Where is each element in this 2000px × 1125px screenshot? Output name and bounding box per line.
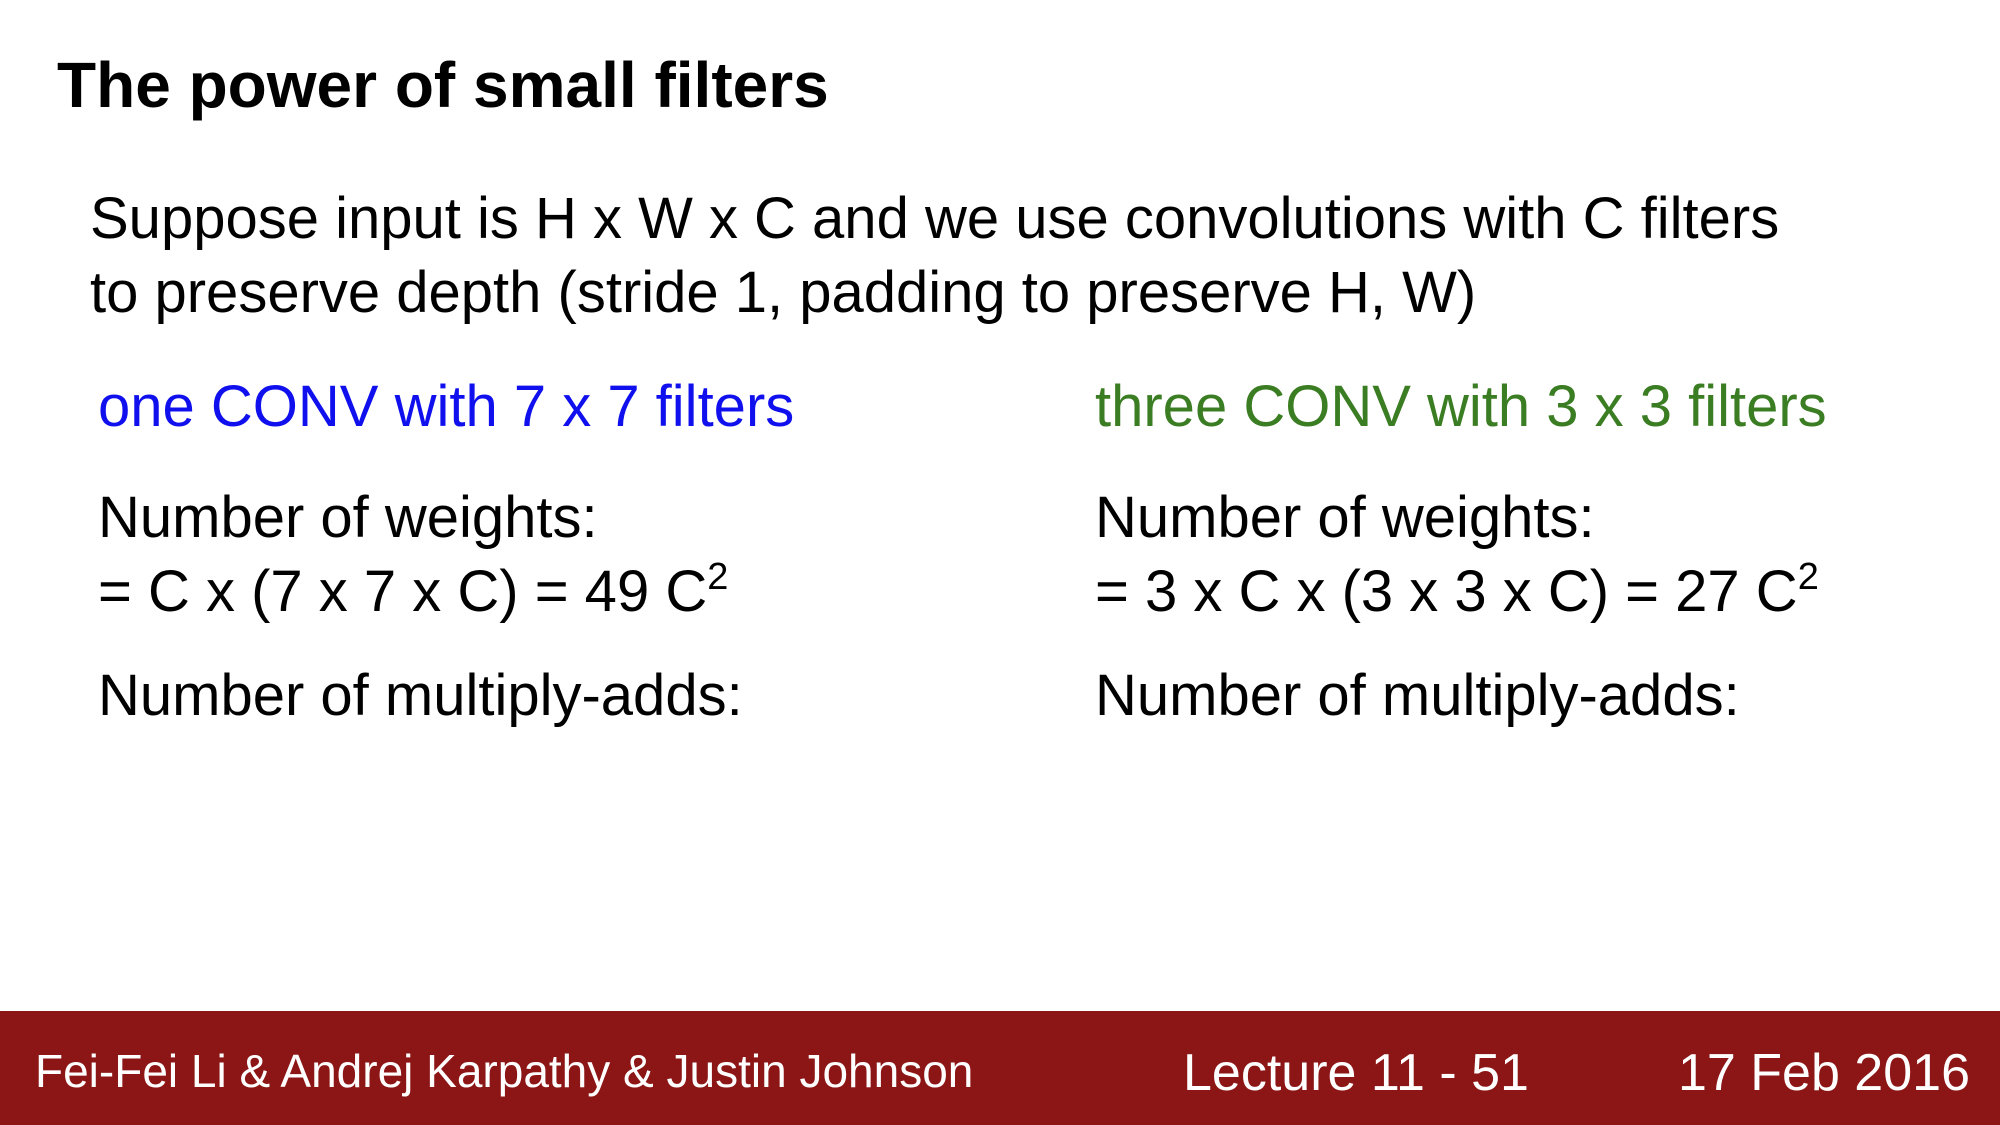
right-weights-exponent: 2 [1797,556,1819,598]
left-weights-formula: = C x (7 x 7 x C) = 49 C2 [98,555,794,629]
intro-line-2: to preserve depth (stride 1, padding to … [90,260,1477,325]
right-weights-formula: = 3 x C x (3 x 3 x C) = 27 C2 [1095,555,1827,629]
footer-date: 17 Feb 2016 [1677,1044,1970,1102]
slide-title: The power of small filters [57,49,829,121]
left-column-heading: one CONV with 7 x 7 filters [98,374,795,439]
right-column: three CONV with 3 x 3 filters Number of … [1095,370,1827,733]
right-weights-label: Number of weights: [1095,485,1595,550]
left-column: one CONV with 7 x 7 filters Number of we… [98,370,794,733]
right-multiply-adds-label: Number of multiply-adds: [1095,663,1740,728]
footer-bar: Fei-Fei Li & Andrej Karpathy & Justin Jo… [0,1011,2000,1125]
left-weights-formula-text: = C x (7 x 7 x C) = 49 C [98,559,708,624]
right-column-heading: three CONV with 3 x 3 filters [1095,374,1827,439]
intro-line-1: Suppose input is H x W x C and we use co… [90,186,1780,251]
left-multiply-adds-label: Number of multiply-adds: [98,663,743,728]
left-weights-label: Number of weights: [98,485,598,550]
footer-authors: Fei-Fei Li & Andrej Karpathy & Justin Jo… [35,1045,974,1097]
footer-lecture-number: Lecture 11 - 51 [1183,1044,1529,1102]
intro-text: Suppose input is H x W x C and we use co… [90,182,1779,330]
right-weights-formula-text: = 3 x C x (3 x 3 x C) = 27 C [1095,559,1798,624]
left-weights-exponent: 2 [707,556,729,598]
